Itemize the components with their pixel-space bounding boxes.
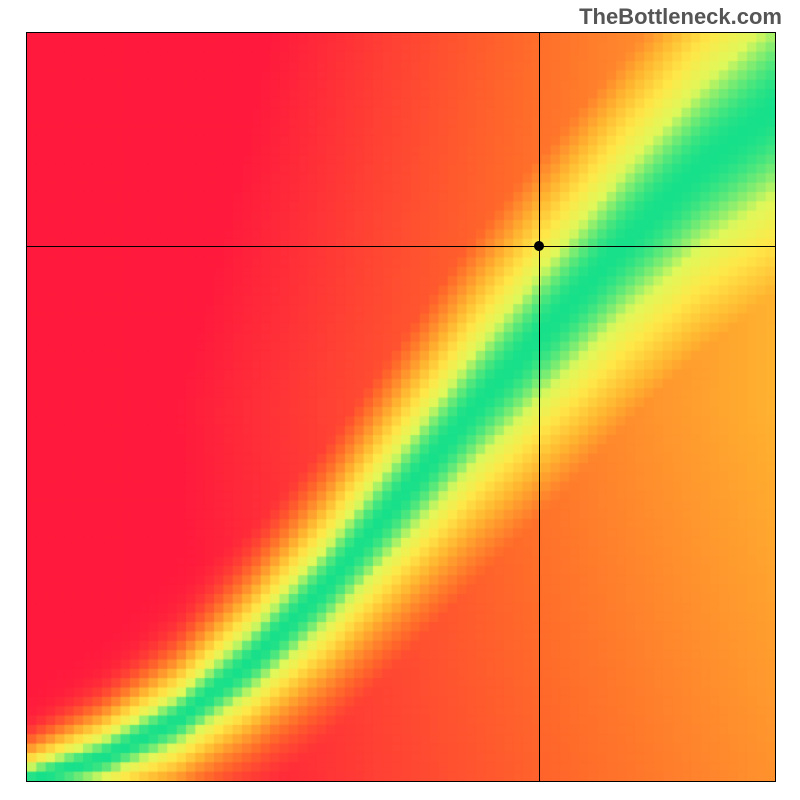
crosshair-vertical [539, 33, 540, 781]
heatmap-chart [26, 32, 776, 782]
watermark-text: TheBottleneck.com [579, 4, 782, 30]
marker-dot [534, 241, 544, 251]
heatmap-canvas [27, 33, 775, 781]
crosshair-horizontal [27, 246, 775, 247]
chart-container: TheBottleneck.com [0, 0, 800, 800]
